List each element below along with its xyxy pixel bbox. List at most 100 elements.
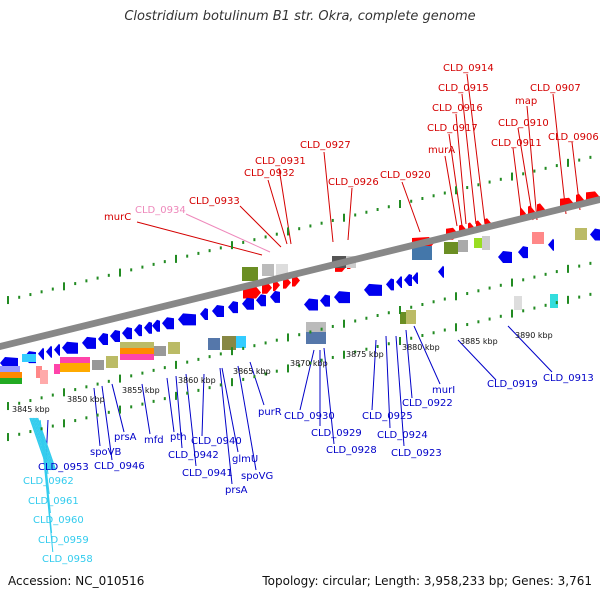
gene-label: CLD_0932 bbox=[244, 168, 295, 179]
reverse-gene-arrow bbox=[134, 324, 142, 337]
leader-line bbox=[141, 383, 151, 435]
feature-block bbox=[120, 348, 154, 354]
leader-line bbox=[444, 155, 458, 227]
leader-line bbox=[237, 365, 257, 471]
gene-label: CLD_0930 bbox=[284, 411, 335, 422]
feature-block bbox=[120, 354, 154, 360]
reverse-gene-arrow bbox=[200, 308, 208, 320]
axis-tick-label: 3855 kbp bbox=[122, 386, 160, 395]
gene-label: CLD_0953 bbox=[38, 462, 89, 473]
gene-label: CLD_0926 bbox=[328, 177, 379, 188]
feature-block bbox=[92, 360, 104, 370]
gene-label: CLD_0913 bbox=[543, 373, 594, 384]
gene-label: glmU bbox=[232, 454, 258, 465]
reverse-gene-arrow bbox=[364, 283, 382, 296]
axis-tick-label: 3880 kbp bbox=[402, 343, 440, 352]
gene-label: CLD_0927 bbox=[300, 140, 351, 151]
leader-line bbox=[526, 105, 538, 221]
feature-block bbox=[0, 378, 22, 384]
feature-block bbox=[168, 342, 180, 354]
gene-label: spoVB bbox=[90, 447, 122, 458]
feature-block bbox=[106, 356, 118, 368]
gene-label: map bbox=[515, 96, 537, 107]
leader-line bbox=[457, 339, 497, 381]
gene-label: CLD_0940 bbox=[191, 436, 242, 447]
leader-line bbox=[323, 151, 334, 243]
reverse-gene-arrow bbox=[438, 265, 444, 278]
reverse-gene-arrow bbox=[38, 347, 44, 360]
feature-block bbox=[236, 336, 246, 348]
reverse-gene-arrow bbox=[82, 336, 96, 349]
gene-label: CLD_0919 bbox=[487, 379, 538, 390]
gene-label: CLD_0929 bbox=[311, 428, 362, 439]
gene-label: CLD_0934 bbox=[135, 205, 186, 216]
cyan-hatch-line bbox=[32, 417, 52, 471]
feature-block bbox=[120, 342, 154, 348]
feature-block bbox=[60, 357, 90, 363]
reverse-gene-arrow bbox=[178, 313, 196, 326]
reverse-gene-arrow bbox=[412, 272, 418, 285]
axis-tick-label: 3860 kbp bbox=[178, 376, 216, 385]
reverse-gene-arrow bbox=[242, 297, 254, 310]
leader-line bbox=[413, 325, 441, 385]
leader-line bbox=[517, 127, 534, 221]
feature-block bbox=[550, 294, 558, 308]
reverse-gene-arrow bbox=[320, 294, 330, 307]
gene-label: CLD_0942 bbox=[168, 450, 219, 461]
leader-line bbox=[461, 93, 477, 225]
reverse-gene-arrow bbox=[144, 321, 152, 334]
leader-line bbox=[185, 213, 271, 253]
reverse-gene-arrow bbox=[386, 278, 394, 291]
axis-tick-label: 3885 kbp bbox=[460, 337, 498, 346]
reverse-gene-arrow bbox=[46, 345, 52, 358]
leader-line bbox=[512, 147, 523, 221]
leader-line bbox=[185, 373, 197, 467]
leader-line bbox=[278, 167, 292, 245]
leader-line bbox=[136, 221, 263, 256]
leader-line bbox=[448, 133, 463, 227]
gene-label: mfd bbox=[144, 435, 164, 446]
leader-line bbox=[371, 339, 377, 411]
feature-block bbox=[514, 296, 522, 310]
genome-backbone bbox=[0, 196, 600, 350]
gene-label: murI bbox=[432, 385, 455, 396]
gene-label: CLD_0941 bbox=[182, 468, 233, 479]
feature-block bbox=[482, 236, 490, 250]
leader-line bbox=[401, 181, 421, 233]
feature-block bbox=[0, 366, 20, 372]
leader-line bbox=[395, 335, 405, 447]
cyan-hatch-line bbox=[36, 417, 57, 471]
leader-line bbox=[466, 73, 486, 225]
gene-label: CLD_0907 bbox=[530, 83, 581, 94]
reverse-gene-arrow bbox=[404, 274, 412, 287]
feature-block bbox=[0, 372, 22, 378]
reverse-gene-arrow bbox=[518, 246, 528, 259]
leader-line bbox=[267, 179, 288, 245]
axis-tick-label: 3870 kbp bbox=[290, 359, 328, 368]
leader-line bbox=[455, 113, 467, 225]
reverse-gene-arrow bbox=[122, 327, 132, 340]
feature-block bbox=[154, 346, 166, 356]
accession-text: Accession: NC_010516 bbox=[8, 574, 145, 588]
leader-line bbox=[221, 367, 239, 453]
gene-label-cyan: CLD_0959 bbox=[38, 535, 89, 546]
reverse-gene-arrow bbox=[162, 317, 174, 330]
axis-tick-label: 3875 kbp bbox=[346, 350, 384, 359]
leader-line bbox=[201, 373, 205, 437]
leader-line bbox=[239, 205, 282, 248]
axis-tick-label: 3865 kbp bbox=[233, 367, 271, 376]
axis-tick-label: 3845 kbp bbox=[12, 405, 50, 414]
gene-label: murC bbox=[104, 212, 131, 223]
leader-line bbox=[347, 187, 353, 241]
gene-label: CLD_0946 bbox=[94, 461, 145, 472]
feature-block bbox=[306, 332, 326, 344]
feature-block bbox=[54, 364, 60, 374]
leader-line bbox=[219, 367, 233, 485]
gene-label: CLD_0931 bbox=[255, 156, 306, 167]
leader-line bbox=[507, 325, 553, 373]
feature-block bbox=[575, 228, 587, 240]
gene-label: CLD_0924 bbox=[377, 430, 428, 441]
feature-block bbox=[222, 336, 236, 350]
feature-block bbox=[406, 310, 416, 324]
map-title: Clostridium botulinum B1 str. Okra, comp… bbox=[124, 9, 476, 24]
